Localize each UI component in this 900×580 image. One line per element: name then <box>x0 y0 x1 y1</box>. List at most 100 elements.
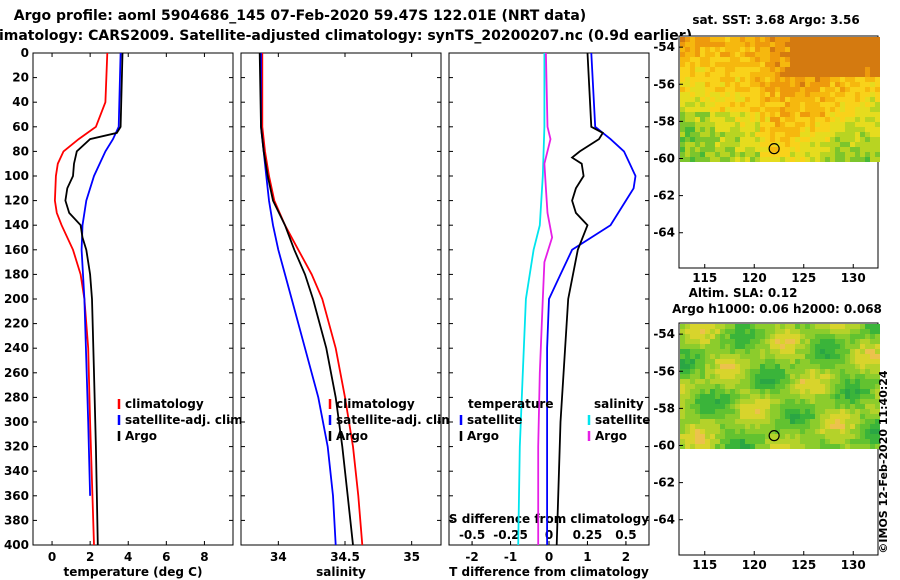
temperature-ytick-label: 240 <box>4 341 29 355</box>
sst-map-cell <box>855 92 860 97</box>
sla-map-cell <box>790 334 795 339</box>
sla-map-cell <box>785 394 790 399</box>
sst-map-cell <box>680 137 685 142</box>
sla-map-cell <box>720 374 725 379</box>
sst-map-cell <box>805 102 810 107</box>
sla-map-cell <box>710 389 715 394</box>
sst-map-cell <box>705 62 710 67</box>
temperature-ytick-label: 60 <box>12 120 29 134</box>
sla-map-cell <box>770 389 775 394</box>
sst-map-cell <box>795 102 800 107</box>
sst-map-cell <box>820 142 825 147</box>
sst-map-cell <box>860 47 865 52</box>
sst-map-cell <box>755 152 760 157</box>
sst-map-cell <box>770 157 775 162</box>
sla-map-cell <box>695 364 700 369</box>
sla-map-cell <box>715 399 720 404</box>
sla-map-cell <box>810 334 815 339</box>
sla-map-cell <box>740 419 745 424</box>
sla-map-cell <box>860 329 865 334</box>
sst-map-cell <box>850 37 855 42</box>
sla-map-cell <box>705 419 710 424</box>
sla-map-cell <box>790 379 795 384</box>
sla-map-cell <box>875 429 880 434</box>
sla-map-cell <box>790 324 795 329</box>
sst-map-cell <box>680 147 685 152</box>
sst-map-cell <box>775 47 780 52</box>
sla-map-cell <box>805 349 810 354</box>
sla-map-cell <box>750 329 755 334</box>
sla-map-cell <box>725 424 730 429</box>
sst-map-cell <box>820 52 825 57</box>
sst-map-cell <box>775 72 780 77</box>
sla-map-cell <box>870 359 875 364</box>
sla-map-cell <box>720 434 725 439</box>
sla-map-cell <box>815 334 820 339</box>
sst-map-cell <box>770 82 775 87</box>
sla-map-cell <box>755 414 760 419</box>
sst-map-cell <box>875 37 880 42</box>
sst-map-cell <box>745 37 750 42</box>
sla-map-cell <box>825 434 830 439</box>
sst-map-cell <box>720 92 725 97</box>
sst-map-cell <box>740 82 745 87</box>
sla-map-cell <box>725 349 730 354</box>
sla-map-cell <box>840 444 845 449</box>
sla-map-cell <box>870 324 875 329</box>
sst-map-cell <box>785 107 790 112</box>
sla-map-cell <box>850 329 855 334</box>
sst-map-cell <box>720 37 725 42</box>
sla-map-cell <box>785 359 790 364</box>
sst-map-cell <box>730 42 735 47</box>
sla-map-cell <box>835 404 840 409</box>
sla-map-cell <box>785 369 790 374</box>
sla-map-cell <box>855 414 860 419</box>
sst-map-cell <box>830 127 835 132</box>
sst-map-cell <box>760 72 765 77</box>
sla-map-cell <box>680 344 685 349</box>
sst-map-cell <box>875 132 880 137</box>
sst-map-cell <box>825 112 830 117</box>
sst-map-cell <box>870 127 875 132</box>
sst-map-cell <box>730 92 735 97</box>
sst-map-cell <box>785 122 790 127</box>
temperature-series-argo <box>64 52 124 546</box>
sla-map-cell <box>820 419 825 424</box>
sst-map-cell <box>805 142 810 147</box>
sla-map-cell <box>805 409 810 414</box>
sst-map-cell <box>870 107 875 112</box>
sst-map-cell <box>745 102 750 107</box>
sla-map-cell <box>840 389 845 394</box>
sst-map-cell <box>825 102 830 107</box>
sst-map-cell <box>715 62 720 67</box>
sst-map-cell <box>780 62 785 67</box>
sst-map-cell <box>810 42 815 47</box>
sla-map-cell <box>700 384 705 389</box>
sla-map-cell <box>820 434 825 439</box>
sst-map-ytick-label: -62 <box>653 189 675 203</box>
sst-map-cell <box>845 102 850 107</box>
sla-map-cell <box>805 434 810 439</box>
sst-map-cell <box>875 142 880 147</box>
sst-map-cell <box>845 82 850 87</box>
sla-map-cell <box>735 444 740 449</box>
sst-map-cell <box>810 127 815 132</box>
sst-map-cell <box>735 137 740 142</box>
sla-map-cell <box>745 364 750 369</box>
sla-map-cell <box>805 394 810 399</box>
sst-map-cell <box>680 152 685 157</box>
sst-map-cell <box>825 147 830 152</box>
sst-map-cell <box>695 77 700 82</box>
sst-map-cell <box>870 42 875 47</box>
sst-map-cell <box>850 87 855 92</box>
sla-map-cell <box>715 354 720 359</box>
sla-map-cell <box>750 344 755 349</box>
sst-map-cell <box>820 122 825 127</box>
sst-map-cell <box>780 37 785 42</box>
sla-map-cell <box>875 389 880 394</box>
sst-map-cell <box>730 157 735 162</box>
sst-map-cell <box>725 142 730 147</box>
sst-map-cell <box>695 42 700 47</box>
sla-map-cell <box>705 329 710 334</box>
sst-map-cell <box>760 152 765 157</box>
